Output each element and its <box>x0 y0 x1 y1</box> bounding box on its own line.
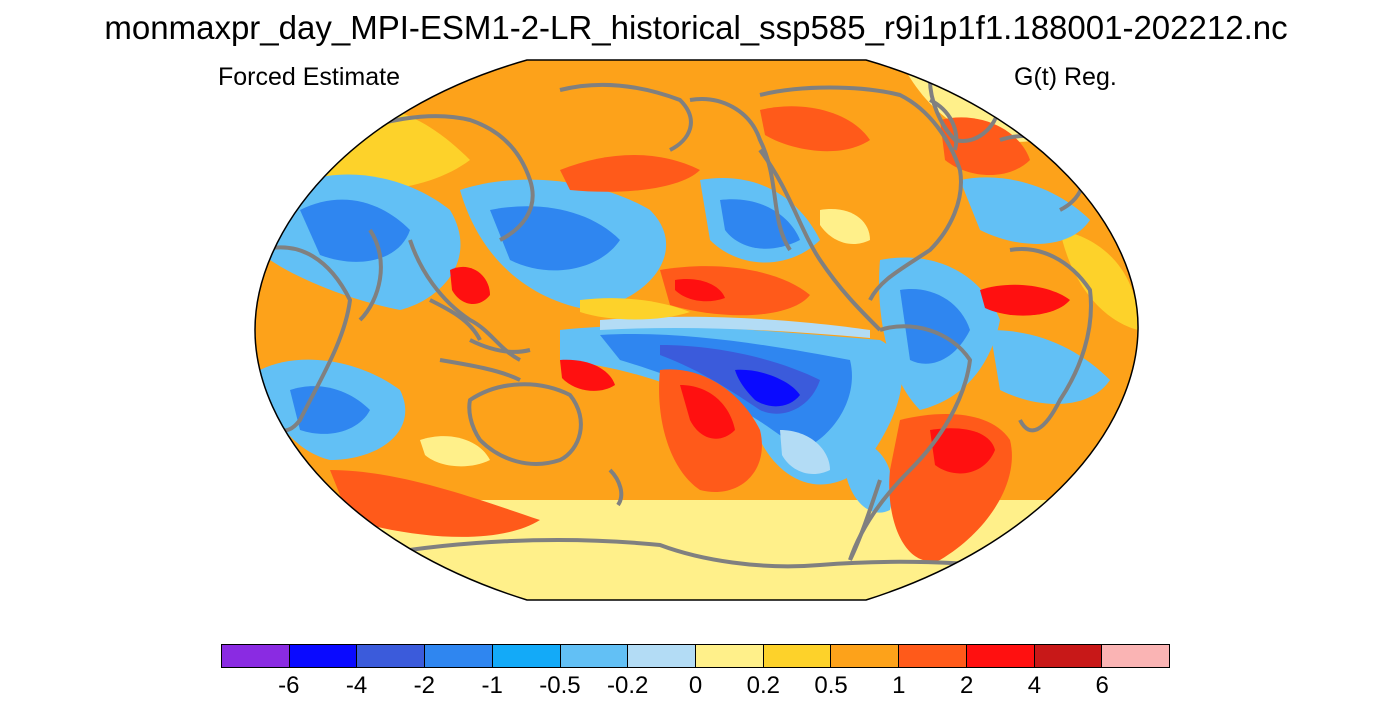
colorbar-tick-label: 6 <box>1095 672 1109 699</box>
colorbar-labels: -6 -4 -2 -1 -0.5 -0.2 0 0.2 0.5 1 2 4 6 <box>221 672 1170 702</box>
colorbar-tick-label: -0.2 <box>607 672 649 699</box>
colorbar-swatch <box>696 645 764 667</box>
colorbar-tick-label: -6 <box>278 672 300 699</box>
colorbar-swatch <box>628 645 697 667</box>
colorbar-swatch <box>492 645 561 667</box>
colorbar-swatch <box>222 645 290 667</box>
colorbar-swatch <box>831 645 900 667</box>
colorbar-swatch <box>966 645 1035 667</box>
colorbar-swatch <box>899 645 967 667</box>
coastlines <box>261 76 1093 572</box>
colorbar-tick-label: 4 <box>1027 672 1042 699</box>
colorbar-tick-label: -0.5 <box>539 672 581 699</box>
colorbar-tick-label: 0.2 <box>746 672 780 699</box>
colorbar-tick-label: -4 <box>345 672 368 699</box>
left-subtitle: Forced Estimate <box>218 63 401 91</box>
colorbar-tick-label: 0.5 <box>814 672 848 699</box>
map-outline <box>254 59 1139 601</box>
colorbar-tick-label: -2 <box>413 672 436 699</box>
colorbar-swatch <box>1034 645 1103 667</box>
colorbar-swatch <box>357 645 426 667</box>
colorbar-tick-label: 2 <box>959 672 974 699</box>
colorbar-swatch <box>560 645 629 667</box>
colorbar-swatch <box>289 645 358 667</box>
colorbar <box>221 644 1170 668</box>
colorbar-swatch <box>425 645 493 667</box>
right-subtitle: G(t) Reg. <box>1014 63 1117 91</box>
colorbar-tick-label: -1 <box>481 672 503 699</box>
colorbar-tick-label: 1 <box>892 672 906 699</box>
plot-title: monmaxpr_day_MPI-ESM1-2-LR_historical_ss… <box>104 9 1288 46</box>
colorbar-swatch <box>1102 645 1170 667</box>
colorbar-tick-label: 0 <box>688 672 703 699</box>
colorbar-swatch <box>763 645 832 667</box>
